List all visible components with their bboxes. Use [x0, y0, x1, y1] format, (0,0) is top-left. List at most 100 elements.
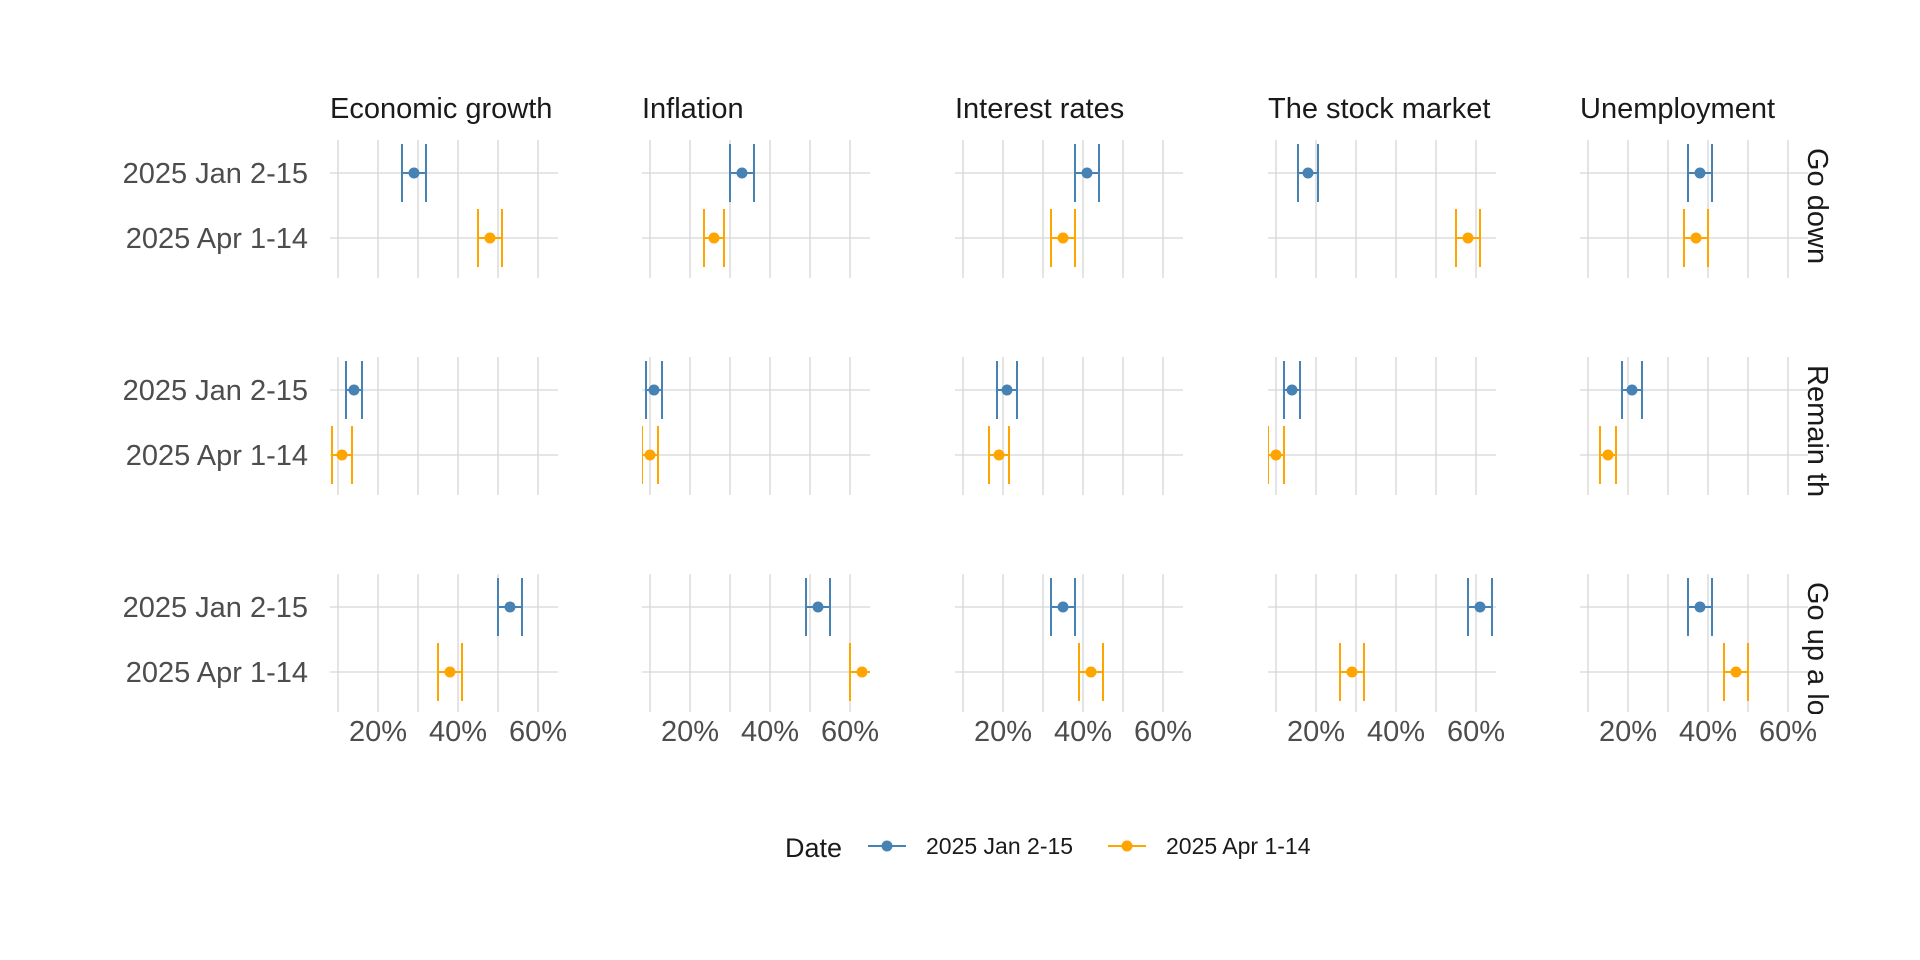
data-point	[648, 384, 660, 396]
legend-title: Date	[785, 833, 842, 863]
facet-column-title: The stock market	[1268, 93, 1490, 125]
data-point	[812, 601, 824, 613]
legend-key-point	[881, 840, 893, 852]
error-bar-point	[1467, 578, 1493, 636]
facet-column-title: Unemployment	[1580, 93, 1775, 125]
x-tick-label: 20%	[1599, 716, 1657, 748]
error-bar-point	[1050, 209, 1076, 267]
facet-row-title: Remain the same	[1801, 365, 1833, 592]
data-point	[484, 232, 496, 244]
legend: Date 2025 Jan 2-15 2025 Apr 1-14	[785, 833, 1311, 863]
facet-column-title: Economic growth	[330, 93, 552, 125]
data-point	[504, 601, 516, 613]
mark-layer	[331, 144, 1749, 701]
error-bar-point	[497, 578, 523, 636]
legend-label: 2025 Jan 2-15	[926, 833, 1073, 859]
error-bar-point	[1687, 578, 1713, 636]
data-point	[408, 167, 420, 179]
y-tick-label: 2025 Apr 1-14	[126, 223, 308, 255]
error-bar-point	[477, 209, 503, 267]
data-point	[1694, 601, 1706, 613]
data-point	[1286, 384, 1298, 396]
error-bar-point	[1074, 144, 1100, 202]
error-bar-point	[1339, 643, 1365, 701]
legend-item: 2025 Apr 1-14	[1108, 833, 1311, 859]
data-point	[1057, 232, 1069, 244]
y-tick-label: 2025 Apr 1-14	[126, 440, 308, 472]
error-bar-point	[1683, 209, 1709, 267]
error-bar-point	[331, 426, 353, 484]
error-bar-point	[1723, 643, 1749, 701]
x-tick-label: 40%	[1054, 716, 1112, 748]
facet-row-title: Go down	[1801, 148, 1833, 264]
error-bar-point	[642, 426, 659, 484]
error-bar-point	[703, 209, 725, 267]
x-tick-label: 40%	[1367, 716, 1425, 748]
error-bar-point	[437, 643, 463, 701]
data-point	[1270, 449, 1282, 461]
data-point	[336, 449, 348, 461]
text-layer: Economic growth Inflation Interest rates Th…	[123, 93, 1833, 748]
x-tick-label: 60%	[1134, 716, 1192, 748]
x-tick-label: 60%	[509, 716, 567, 748]
data-point	[708, 232, 720, 244]
x-tick-label: 60%	[1759, 716, 1817, 748]
facet-column-title: Interest rates	[955, 93, 1124, 125]
error-bar-point	[729, 144, 755, 202]
y-tick-label: 2025 Jan 2-15	[123, 158, 308, 190]
data-point	[1462, 232, 1474, 244]
data-point	[1474, 601, 1486, 613]
legend-item: 2025 Jan 2-15	[868, 833, 1073, 859]
error-bar-point	[988, 426, 1010, 484]
x-tick-label: 60%	[1447, 716, 1505, 748]
error-bar-point	[1050, 578, 1076, 636]
grid-layer	[330, 140, 1808, 712]
data-point	[1057, 601, 1069, 613]
x-tick-label: 20%	[349, 716, 407, 748]
data-point	[856, 666, 868, 678]
x-tick-label: 40%	[1679, 716, 1737, 748]
error-bar-point	[996, 361, 1018, 419]
error-bar-point	[645, 361, 663, 419]
error-bar-point	[345, 361, 363, 419]
data-point	[644, 449, 656, 461]
data-point	[1694, 167, 1706, 179]
data-point	[1626, 384, 1638, 396]
error-bar-point	[1297, 144, 1319, 202]
data-point	[993, 449, 1005, 461]
data-point	[1081, 167, 1093, 179]
y-tick-label: 2025 Jan 2-15	[123, 375, 308, 407]
error-bar-point	[849, 643, 870, 701]
data-point	[736, 167, 748, 179]
x-tick-label: 60%	[821, 716, 879, 748]
data-point	[1690, 232, 1702, 244]
data-point	[444, 666, 456, 678]
error-bar-point	[1599, 426, 1617, 484]
x-tick-label: 20%	[1287, 716, 1345, 748]
data-point	[1001, 384, 1013, 396]
legend-key-point	[1121, 840, 1133, 852]
error-bar-point	[1078, 643, 1104, 701]
error-bar-point	[805, 578, 831, 636]
y-tick-label: 2025 Apr 1-14	[126, 657, 308, 689]
legend-label: 2025 Apr 1-14	[1166, 833, 1311, 859]
data-point	[1085, 666, 1097, 678]
facet-row-title: Go up a lot	[1801, 582, 1833, 724]
data-point	[1302, 167, 1314, 179]
data-point	[348, 384, 360, 396]
facet-column-title: Inflation	[642, 93, 744, 125]
x-tick-label: 20%	[661, 716, 719, 748]
error-bar-point	[1268, 426, 1285, 484]
error-bar-point	[1283, 361, 1301, 419]
error-bar-point	[1621, 361, 1643, 419]
error-bar-point	[1687, 144, 1713, 202]
data-point	[1346, 666, 1358, 678]
y-tick-label: 2025 Jan 2-15	[123, 592, 308, 624]
x-tick-label: 40%	[741, 716, 799, 748]
data-point	[1602, 449, 1614, 461]
x-tick-label: 20%	[974, 716, 1032, 748]
data-point	[1730, 666, 1742, 678]
x-tick-label: 40%	[429, 716, 487, 748]
error-bar-point	[1455, 209, 1481, 267]
